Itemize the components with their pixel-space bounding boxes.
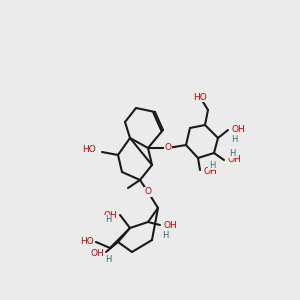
Text: H: H bbox=[105, 256, 111, 265]
Text: O: O bbox=[164, 143, 172, 152]
Text: OH: OH bbox=[203, 167, 217, 176]
Text: OH: OH bbox=[228, 155, 242, 164]
Text: OH: OH bbox=[103, 211, 117, 220]
Text: OH: OH bbox=[90, 250, 104, 259]
Text: H: H bbox=[231, 136, 237, 145]
Text: H: H bbox=[209, 160, 215, 169]
Text: HO: HO bbox=[82, 145, 96, 154]
Text: OH: OH bbox=[232, 125, 246, 134]
Text: HO: HO bbox=[193, 92, 207, 101]
Text: H: H bbox=[162, 230, 168, 239]
Text: H: H bbox=[105, 215, 111, 224]
Text: O: O bbox=[145, 188, 152, 196]
Text: OH: OH bbox=[163, 220, 177, 230]
Text: HO: HO bbox=[80, 238, 94, 247]
Text: H: H bbox=[229, 148, 235, 158]
